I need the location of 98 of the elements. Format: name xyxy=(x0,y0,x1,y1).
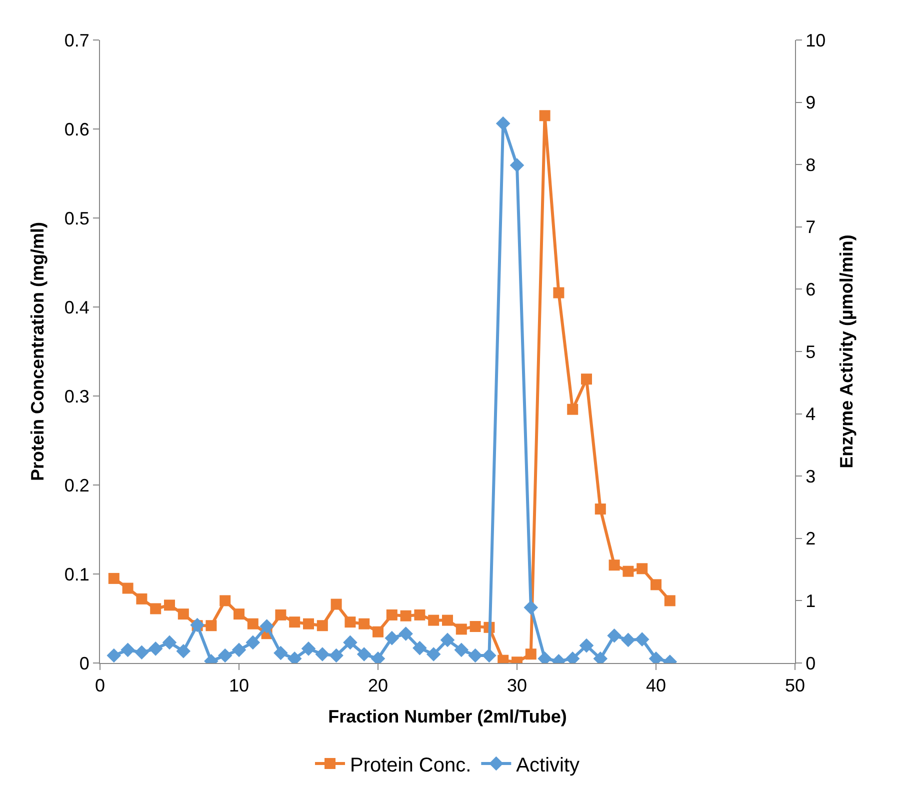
legend-label: Protein Conc. xyxy=(350,754,472,776)
point xyxy=(122,582,134,594)
y-tick-label: 0.1 xyxy=(64,564,90,584)
point xyxy=(356,647,372,662)
y2-tick-label: 4 xyxy=(806,404,816,424)
y-tick-label: 0.7 xyxy=(64,30,90,50)
y-tick-label: 0 xyxy=(79,653,90,674)
point xyxy=(650,579,662,590)
point xyxy=(275,609,286,620)
y-tick-label: 0.2 xyxy=(64,475,90,496)
point xyxy=(108,572,120,584)
point xyxy=(664,595,676,606)
point xyxy=(468,648,482,663)
point xyxy=(148,642,163,656)
y2-axis-title: Enzyme Activity (µmol/min) xyxy=(836,234,857,468)
y2-tick-label: 9 xyxy=(806,92,816,113)
point xyxy=(454,642,469,658)
y2-tick-label: 10 xyxy=(806,30,826,50)
y2-tick-label: 3 xyxy=(806,466,816,486)
point xyxy=(303,618,314,630)
point xyxy=(343,635,358,650)
point xyxy=(384,630,400,646)
x-tick-label: 30 xyxy=(506,676,528,696)
point xyxy=(428,614,440,626)
point xyxy=(372,626,384,638)
point xyxy=(553,287,564,298)
point xyxy=(386,609,398,620)
point xyxy=(162,635,177,650)
y2-tick-label: 7 xyxy=(806,217,816,238)
point xyxy=(330,598,342,610)
point xyxy=(329,648,344,663)
point xyxy=(247,618,258,630)
point xyxy=(301,642,316,656)
point xyxy=(274,646,288,660)
point xyxy=(344,616,356,628)
point xyxy=(412,640,427,656)
point xyxy=(621,632,636,648)
point xyxy=(206,620,217,632)
point xyxy=(567,404,578,415)
point xyxy=(218,648,232,663)
y2-tick-label: 6 xyxy=(806,280,816,300)
point xyxy=(510,158,524,172)
point xyxy=(246,635,260,650)
point xyxy=(607,628,622,643)
y2-tick-label: 8 xyxy=(806,154,816,175)
point xyxy=(524,600,538,615)
y2-tick-label: 2 xyxy=(806,528,816,549)
y-tick-label: 0.6 xyxy=(64,119,90,140)
x-tick-label: 50 xyxy=(784,676,806,696)
point xyxy=(164,600,175,611)
point xyxy=(440,632,455,648)
point xyxy=(442,614,453,626)
point xyxy=(622,566,634,577)
point xyxy=(525,648,536,660)
point xyxy=(234,608,244,620)
point xyxy=(315,647,330,662)
y-tick-label: 0.4 xyxy=(64,297,90,318)
point xyxy=(316,620,328,632)
point xyxy=(134,645,149,660)
point xyxy=(426,647,441,662)
point xyxy=(579,638,594,653)
point xyxy=(178,608,189,620)
point xyxy=(539,110,550,122)
point xyxy=(414,609,426,620)
y-tick-label: 0.3 xyxy=(64,386,90,406)
point xyxy=(482,648,496,663)
x-tick-label: 0 xyxy=(94,676,106,696)
point xyxy=(400,610,412,622)
x-tick-label: 40 xyxy=(646,676,666,696)
y-axis-title: Protein Concentration (mg/ml) xyxy=(28,222,48,482)
y-tick-label: 0.5 xyxy=(64,208,90,228)
point xyxy=(636,563,648,574)
point xyxy=(398,626,413,641)
x-axis-title: Fraction Number (2ml/Tube) xyxy=(328,706,567,727)
x-tick-label: 20 xyxy=(368,676,388,696)
legend-label: Activity xyxy=(516,754,580,776)
point xyxy=(289,616,300,628)
point xyxy=(120,642,135,658)
point xyxy=(634,632,650,646)
y2-tick-label: 5 xyxy=(806,342,816,362)
point xyxy=(136,593,148,604)
y2-tick-label: 1 xyxy=(806,591,816,611)
point xyxy=(220,595,231,606)
point xyxy=(358,618,370,630)
point xyxy=(150,603,162,614)
point xyxy=(581,374,592,385)
point xyxy=(106,648,122,663)
point xyxy=(608,560,620,571)
point xyxy=(176,644,191,658)
point xyxy=(470,621,481,632)
x-tick-label: 10 xyxy=(228,676,250,696)
y2-tick-label: 0 xyxy=(806,653,816,674)
point xyxy=(594,504,606,515)
point xyxy=(496,116,510,131)
point xyxy=(260,619,274,634)
point xyxy=(232,642,246,658)
point xyxy=(456,624,467,635)
point xyxy=(190,618,204,632)
